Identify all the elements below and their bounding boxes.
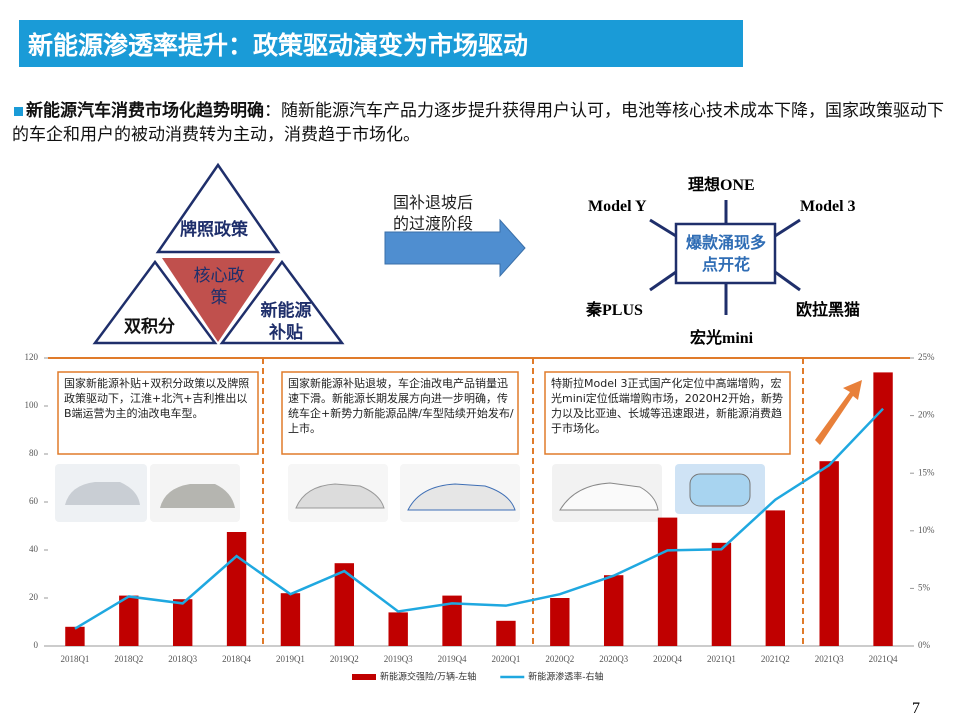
y-tick-label: 80 [29,448,39,458]
triangle-center [162,258,275,342]
bar [388,612,408,646]
arrow [649,218,677,238]
hub-arrows [649,200,801,315]
car [689,473,751,507]
title-bar [19,20,743,67]
car [65,482,140,505]
hub-box [674,222,777,285]
x-tick-label: 2021Q3 [815,654,844,664]
bar [226,532,247,646]
x-tick-label: 2021Q2 [761,654,790,664]
y2-tick-label: 0% [918,640,931,650]
y2-tick-label: 10% [918,525,935,535]
x-tick-label: 2018Q1 [60,654,89,664]
transition-arrow [384,218,526,278]
y2-tick-label: 20% [918,410,935,420]
triangle-label: 新能源补贴 [260,301,312,343]
model-label: Model 3 [800,198,856,215]
bar [819,461,839,646]
x-tick-label: 2019Q1 [276,654,305,664]
triangle [155,162,281,254]
annotation-boxes [57,371,791,455]
bar [765,510,786,646]
model-label: 宏光mini [690,330,754,347]
annotation-box [544,371,791,455]
annotation: 特斯拉Model 3正式国产化定位中高端增购，宏光mini定位低端增购市场，20… [551,377,784,435]
arrow-label: 国补退坡后的过渡阶段 [392,193,473,233]
car-photos [55,464,765,522]
arrow [774,218,801,238]
x-tick-label: 2020Q1 [491,654,520,664]
legend-label: 新能源交强险/万辆-左轴 [380,671,476,683]
car [407,483,516,511]
car [295,483,385,509]
y-tick-label: 40 [29,544,39,554]
car [160,484,235,508]
bar [550,598,570,646]
triangle-label: 牌照政策 [180,220,248,240]
model-label: 理想ONE [688,177,755,194]
bullet-paragraph: 新能源汽车消费市场化趋势明确：随新能源汽车产品力逐步提升获得用户认可，电池等核心… [12,99,952,147]
x-tick-label: 2018Q3 [168,654,197,664]
y2-tick-label: 5% [918,582,931,592]
legend-swatch [352,674,376,680]
y2-tick-label: 15% [918,467,935,477]
annotation-box [57,371,259,455]
arrow [774,270,801,292]
slide-title: 新能源渗透率提升：政策驱动演变为市场驱动 [28,31,529,60]
bar [334,563,355,646]
annotation: 国家新能源补贴+双积分政策以及牌照政策驱动下，江淮+北汽+吉利推出以B端运营为主… [64,377,250,420]
bar [65,626,85,646]
triangle [92,259,218,345]
x-tick-label: 2021Q1 [707,654,736,664]
y-tick-label: 20 [29,592,39,602]
legend-label: 新能源渗透率-右轴 [528,671,603,683]
annotation: 国家新能源补贴退坡，车企油改电产品销量迅速下滑。新能源长期发展方向进一步明确，传… [288,377,514,435]
model-label: Model Y [588,198,647,215]
page-number: 7 [912,700,920,717]
y-tick-label: 60 [29,496,39,506]
bar [119,595,139,646]
x-tick-label: 2019Q4 [438,654,467,664]
model-label: 欧拉黑猫 [796,302,861,319]
annotation-box [281,371,519,455]
x-tick-label: 2020Q2 [545,654,574,664]
bar [172,599,193,646]
bullet [14,107,23,116]
bar [873,372,893,646]
triangle [219,259,345,345]
x-tick-label: 2020Q4 [653,654,682,664]
triangle-label: 双积分 [124,317,175,337]
bar [711,542,732,646]
car [559,482,659,511]
triangle-label: 核心政策 [193,266,245,308]
x-tick-label: 2018Q4 [222,654,251,664]
bar [442,595,462,646]
x-tick-label: 2019Q2 [330,654,359,664]
bullet-lead: 新能源汽车消费市场化趋势明确 [26,101,264,121]
bar [280,593,301,646]
x-tick-label: 2018Q2 [114,654,143,664]
arrow [649,270,677,292]
y2-tick-label: 25% [918,352,935,362]
x-tick-label: 2020Q3 [599,654,628,664]
bar [657,517,678,646]
bar [496,620,516,646]
trend-arrow [815,380,862,445]
y-tick-label: 100 [25,400,39,410]
x-tick-label: 2019Q3 [384,654,413,664]
model-label: 秦PLUS [586,302,643,319]
period-dividers [262,358,804,646]
line [74,407,884,630]
policy-triangles [92,162,345,345]
hub-label: 爆款涌现多点开花 [686,233,767,274]
x-tick-label: 2021Q4 [869,654,898,664]
y-tick-label: 0 [34,640,39,650]
bullet-text: ：随新能源汽车产品力逐步提升获得用户认可，电池等核心技术成本下降，国家政策驱动下… [12,101,944,145]
bar [603,575,624,646]
y-tick-label: 120 [25,352,39,362]
